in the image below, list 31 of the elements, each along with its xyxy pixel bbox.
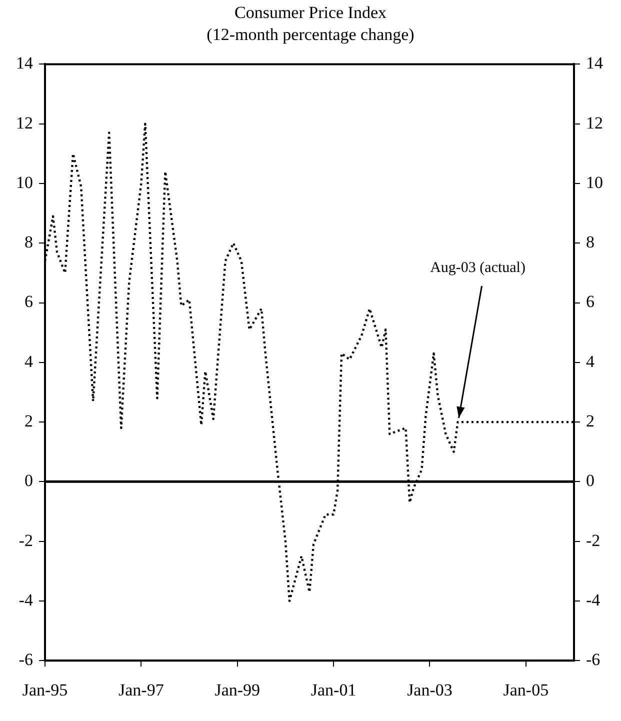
chart-title: Consumer Price Index	[233, 2, 388, 24]
y2-tick-label: 2	[586, 412, 594, 431]
annotation: Aug-03 (actual)	[430, 260, 526, 276]
y2-tick-label: 6	[586, 292, 594, 312]
x-tick-label: Jan-01	[310, 680, 356, 700]
y2-tick-label: 10	[586, 172, 603, 192]
x-tick-label: Jan-05	[503, 680, 549, 700]
y2-tick-label: 14	[586, 54, 604, 73]
y2-tick-label: -4	[586, 590, 601, 610]
y2-tick-label: 4	[586, 352, 595, 371]
y2-tick-label: -2	[586, 530, 600, 550]
chart-subtitle: (12-month percentage change)	[206, 24, 416, 46]
y-tick-label: -2	[18, 530, 33, 550]
y2-tick-label: -6	[586, 650, 600, 670]
x-tick-label: Jan-99	[214, 680, 260, 700]
y2-tick-label: 0	[586, 471, 594, 490]
y-tick-label: 2	[24, 412, 33, 431]
y-tick-label: -6	[18, 650, 33, 670]
y2-tick-label: 8	[586, 232, 594, 252]
y-tick-label: 10	[16, 172, 33, 192]
y-tick-label: 14	[16, 54, 34, 73]
y-tick-label: 6	[24, 292, 33, 312]
x-tick-label: Jan-95	[22, 680, 68, 700]
y-tick-label: 8	[24, 232, 33, 252]
y2-tick-label: 12	[586, 113, 603, 132]
y-tick-label: 4	[24, 352, 34, 371]
x-tick-label: Jan-97	[118, 680, 164, 700]
y-tick-label: -4	[18, 590, 34, 610]
x-tick-label: Jan-03	[407, 680, 452, 700]
y-tick-label: 0	[24, 471, 33, 490]
y-tick-label: 12	[16, 113, 33, 132]
